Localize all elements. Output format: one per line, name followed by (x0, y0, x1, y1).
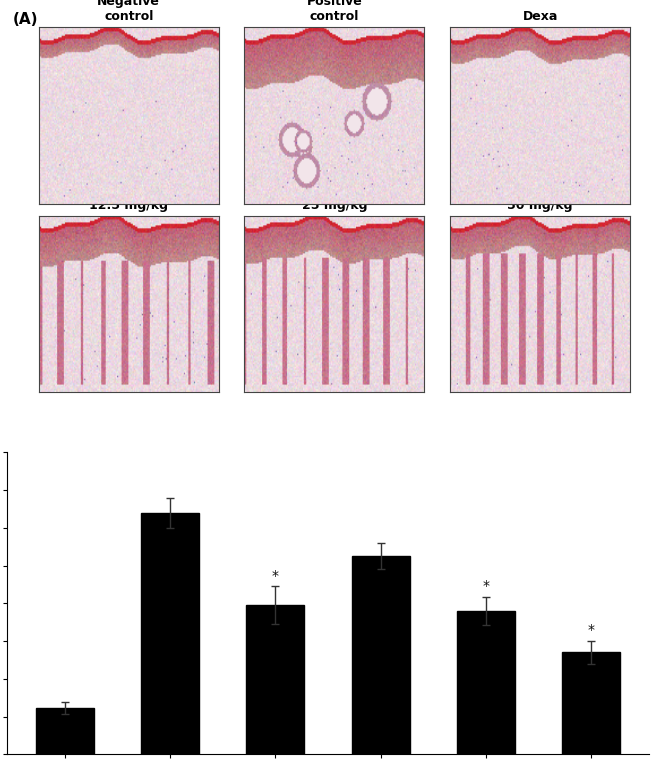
Text: 12.5 mg/kg: 12.5 mg/kg (89, 199, 168, 212)
Bar (562, 652, 621, 754)
Bar (352, 556, 410, 754)
Bar (246, 605, 304, 754)
Bar (457, 611, 515, 754)
Bar (141, 513, 199, 754)
Text: Dexa: Dexa (522, 11, 558, 24)
Text: 50 mg/kg: 50 mg/kg (507, 199, 573, 212)
Text: (A): (A) (13, 11, 39, 27)
Text: 25 mg/kg: 25 mg/kg (302, 199, 367, 212)
Text: *: * (272, 568, 279, 583)
Text: Negative
control: Negative control (97, 0, 160, 24)
Text: *: * (588, 623, 595, 637)
Text: *: * (483, 579, 489, 593)
Text: Positive
control: Positive control (306, 0, 362, 24)
Bar (35, 708, 94, 754)
